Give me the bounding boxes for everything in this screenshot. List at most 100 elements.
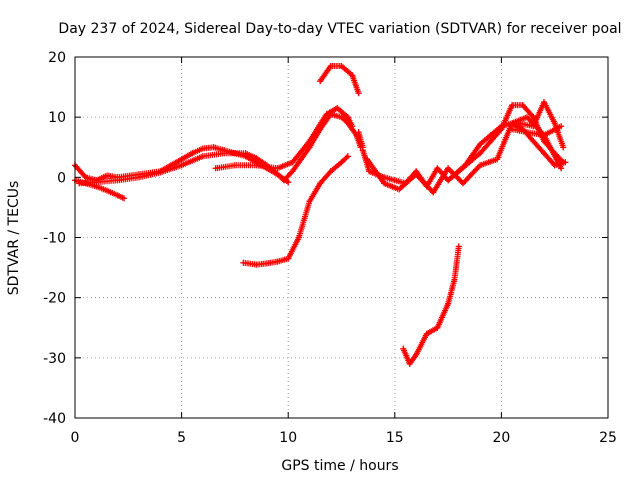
- data-point: [524, 114, 530, 121]
- y-tick-label: 10: [48, 110, 66, 126]
- data-point: [104, 187, 110, 194]
- series-track-9: [445, 120, 569, 184]
- data-point: [494, 156, 501, 163]
- data-point: [445, 165, 452, 172]
- data-point: [338, 63, 345, 69]
- data-point: [430, 189, 437, 196]
- series-track-4: [212, 105, 356, 172]
- data-point: [136, 174, 142, 181]
- data-point: [327, 63, 334, 69]
- data-point: [240, 259, 247, 266]
- series-markers: [445, 120, 569, 184]
- data-point: [530, 123, 537, 130]
- data-point: [541, 132, 547, 139]
- data-point: [381, 180, 388, 187]
- data-point: [487, 138, 494, 145]
- data-point: [477, 162, 484, 169]
- y-tick-label: -40: [43, 411, 66, 427]
- series-track-6: [317, 63, 362, 97]
- data-point: [157, 169, 164, 176]
- data-point: [274, 171, 281, 178]
- y-axis-label: SDTVAR / TECUs: [6, 181, 22, 296]
- data-point: [366, 168, 373, 175]
- data-point: [413, 351, 420, 358]
- y-tick-label: -20: [43, 291, 66, 307]
- data-point: [462, 162, 469, 169]
- data-point: [560, 144, 567, 151]
- data-point: [530, 138, 537, 145]
- data-point: [242, 150, 249, 157]
- data-point: [451, 276, 458, 283]
- data-point: [212, 165, 219, 172]
- data-point: [221, 150, 228, 157]
- data-point: [274, 165, 281, 172]
- series-markers: [400, 243, 462, 367]
- series-track-3: [76, 150, 292, 187]
- data-point: [327, 168, 334, 175]
- series-track-8: [364, 114, 565, 196]
- data-point: [396, 186, 403, 193]
- data-point: [558, 123, 565, 130]
- x-tick-label: 0: [71, 430, 80, 446]
- y-tick-label: 20: [48, 50, 66, 66]
- data-point: [334, 105, 341, 112]
- data-point: [189, 150, 196, 157]
- data-point: [344, 153, 351, 160]
- data-point: [349, 123, 356, 130]
- data-point: [323, 111, 330, 118]
- chart-title: Day 237 of 2024, Sidereal Day-to-day VTE…: [58, 21, 621, 37]
- data-point: [317, 180, 324, 187]
- data-point: [487, 132, 494, 139]
- data-point: [460, 180, 466, 187]
- data-point: [253, 155, 260, 162]
- data-point: [515, 120, 522, 127]
- data-point: [298, 156, 304, 163]
- data-point: [199, 145, 206, 152]
- series-markers: [240, 153, 351, 268]
- data-point: [121, 195, 127, 202]
- data-point: [178, 162, 185, 169]
- data-point: [524, 129, 530, 136]
- y-tick-label: -10: [43, 231, 66, 247]
- data-point: [349, 72, 356, 79]
- data-point: [541, 99, 547, 106]
- data-point: [445, 300, 452, 307]
- data-point: [289, 159, 296, 166]
- data-point: [306, 138, 313, 145]
- x-tick-label: 25: [599, 430, 617, 446]
- data-point: [317, 78, 324, 85]
- series-track-11: [509, 123, 565, 139]
- data-point: [477, 150, 484, 157]
- series-track-13: [355, 129, 366, 151]
- data-point: [114, 192, 121, 199]
- data-point: [344, 114, 351, 121]
- x-tick-label: 10: [279, 430, 297, 446]
- data-point: [509, 120, 516, 127]
- data-point: [359, 144, 366, 151]
- y-tick-label: -30: [43, 351, 66, 367]
- data-point: [285, 179, 292, 186]
- data-point: [199, 153, 206, 160]
- x-tick-label: 5: [177, 430, 186, 446]
- data-point: [400, 345, 407, 352]
- data-point: [551, 162, 558, 169]
- x-tick-label: 20: [492, 430, 510, 446]
- data-point: [253, 162, 260, 169]
- data-point: [423, 330, 430, 337]
- data-point: [391, 177, 398, 184]
- data-point: [253, 261, 260, 268]
- series-track-12: [400, 243, 462, 367]
- data-point: [455, 243, 462, 250]
- axes: 0 5 10 15 20 25 -40 -30 -20 -10 0 10 20: [43, 50, 617, 446]
- data-point: [210, 144, 217, 151]
- series-markers: [317, 63, 362, 97]
- data-point: [285, 255, 292, 262]
- data-point: [477, 141, 484, 148]
- x-axis-label: GPS time / hours: [281, 458, 398, 474]
- data-point: [562, 159, 569, 166]
- data-point: [355, 129, 362, 136]
- data-point: [445, 177, 452, 184]
- data-point: [104, 172, 110, 179]
- data-point: [231, 162, 238, 169]
